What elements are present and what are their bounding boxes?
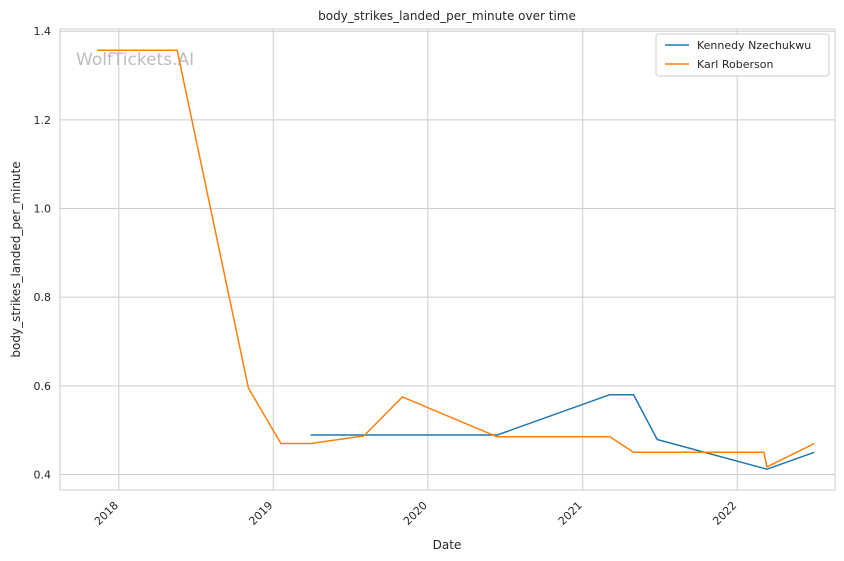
chart-title: body_strikes_landed_per_minute over time (318, 9, 576, 23)
y-tick-label: 1.4 (34, 25, 52, 38)
legend-box (655, 33, 830, 77)
legend-label-karl-roberson: Karl Roberson (697, 58, 773, 71)
y-gridlines (60, 30, 835, 475)
series-lines (97, 49, 815, 470)
x-tick-label: 2022 (710, 499, 739, 528)
plot-frame (59, 28, 836, 491)
x-gridlines (118, 29, 738, 490)
y-tick-labels: 0.4 0.6 0.8 1.0 1.2 1.4 (34, 25, 52, 481)
x-tick-label: 2019 (246, 499, 275, 528)
y-tick-label: 1.0 (34, 203, 52, 216)
x-axis-label: Date (433, 538, 462, 552)
legend: Kennedy Nzechukwu Karl Roberson (655, 33, 830, 77)
series-line-kennedy-nzechukwu (310, 393, 815, 470)
watermark: WolfTickets.AI (76, 50, 194, 70)
y-tick-label: 0.8 (34, 291, 52, 304)
series-line-karl-roberson (97, 49, 815, 468)
y-tick-label: 0.6 (34, 380, 52, 393)
y-axis-label: body_strikes_landed_per_minute (9, 161, 23, 357)
y-tick-label: 1.2 (34, 114, 52, 127)
legend-label-kennedy-nzechukwu: Kennedy Nzechukwu (697, 39, 811, 52)
x-tick-label: 2018 (92, 499, 121, 528)
x-tick-label: 2020 (401, 499, 430, 528)
x-tick-label: 2021 (556, 499, 585, 528)
y-tick-label: 0.4 (34, 468, 52, 481)
x-tick-labels: 2018 2019 2020 2021 2022 (92, 499, 739, 528)
